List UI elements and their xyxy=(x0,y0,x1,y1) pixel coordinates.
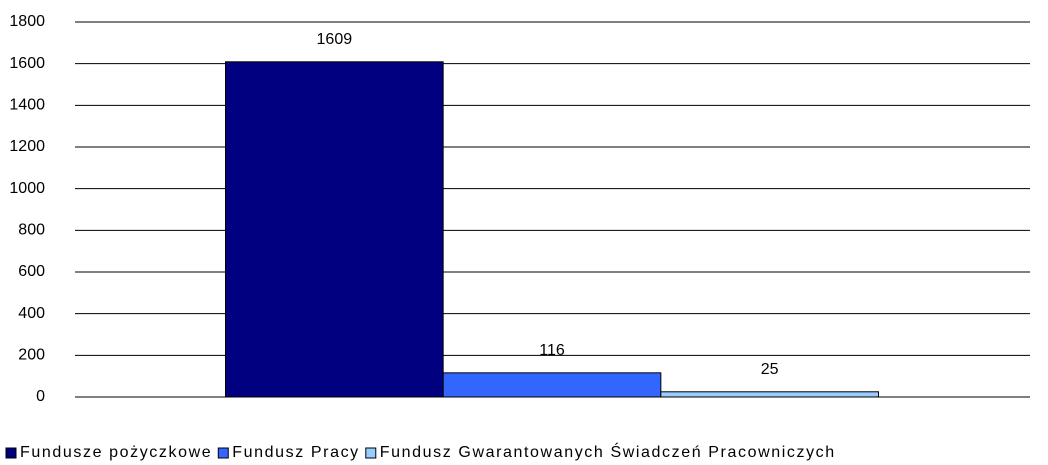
y-tick-label: 0 xyxy=(36,388,45,405)
data-label: 116 xyxy=(539,342,565,359)
y-tick-label: 400 xyxy=(18,305,45,322)
y-tick-label: 1000 xyxy=(9,180,45,197)
y-tick-label: 1200 xyxy=(9,138,45,155)
y-tick-label: 1600 xyxy=(9,55,45,72)
legend-label: Fundusz Pracy xyxy=(232,444,360,461)
legend-swatch xyxy=(365,447,377,459)
y-tick-label: 1800 xyxy=(9,13,45,30)
data-label: 25 xyxy=(761,361,779,378)
y-tick-label: 800 xyxy=(18,222,45,239)
bar xyxy=(660,391,879,398)
legend-swatch xyxy=(217,447,229,459)
legend-label: Fundusze pożyczkowe xyxy=(20,444,212,461)
legend-swatch xyxy=(5,447,17,459)
y-tick-label: 1400 xyxy=(9,97,45,114)
bar xyxy=(225,61,444,398)
bar xyxy=(442,372,662,398)
y-tick-label: 200 xyxy=(18,347,45,364)
data-label: 1609 xyxy=(317,31,353,48)
legend-label: Fundusz Gwarantowanych Świadczeń Pracown… xyxy=(380,442,836,461)
y-tick-label: 600 xyxy=(18,263,45,280)
